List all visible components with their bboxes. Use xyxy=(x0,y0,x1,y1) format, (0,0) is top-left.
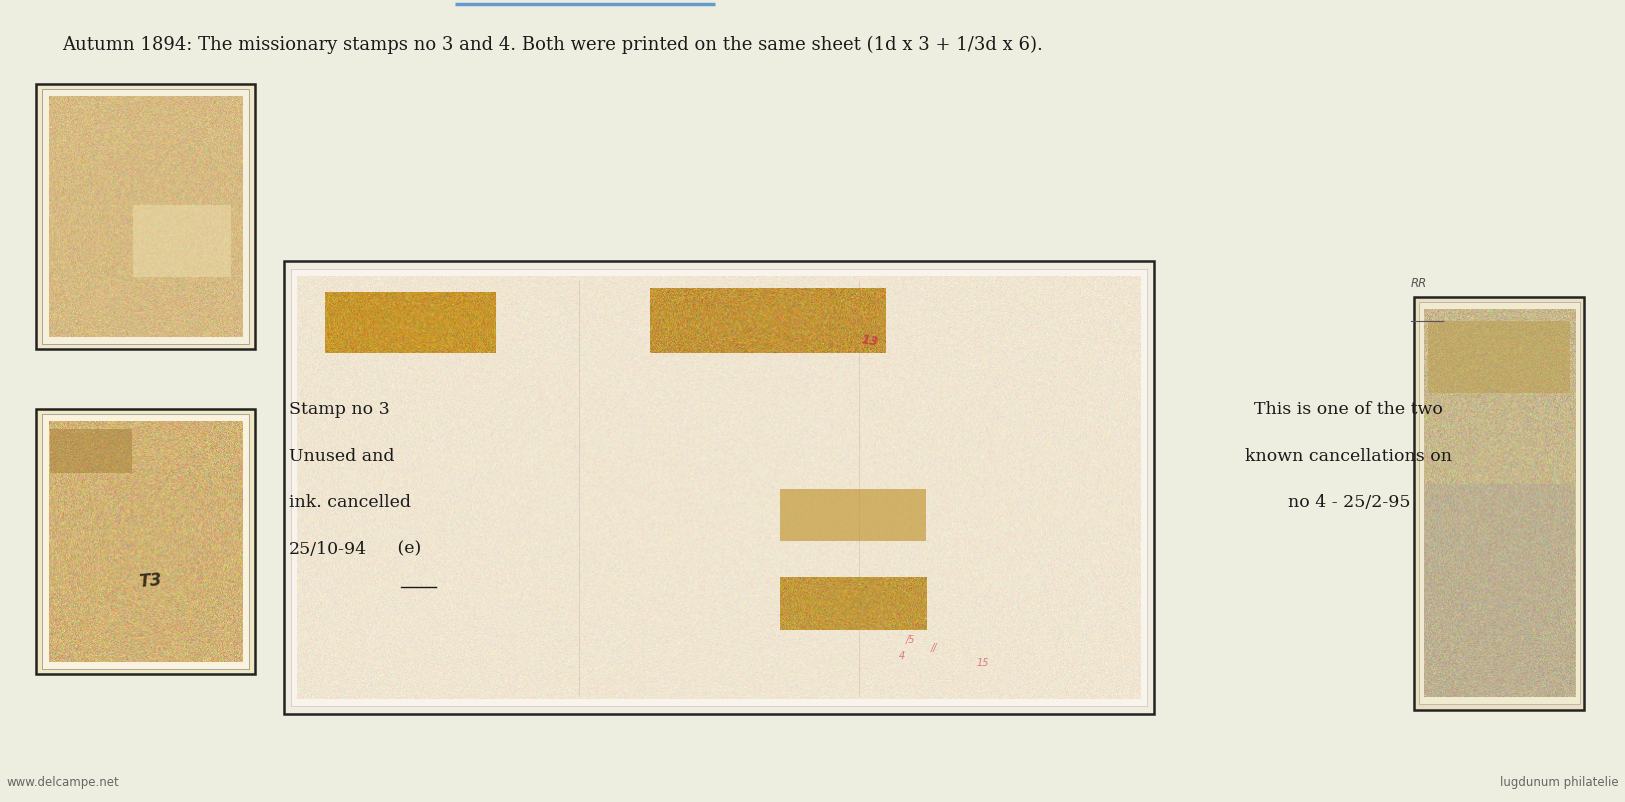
Text: ink. cancelled: ink. cancelled xyxy=(289,494,411,511)
Text: known cancellations on: known cancellations on xyxy=(1245,448,1453,464)
Bar xyxy=(36,409,255,674)
Bar xyxy=(50,429,132,473)
Bar xyxy=(325,293,496,353)
Bar xyxy=(42,414,249,669)
Text: Unused and: Unused and xyxy=(289,448,395,464)
Text: lugdunum philatelie: lugdunum philatelie xyxy=(1500,776,1618,789)
Bar xyxy=(1424,484,1575,697)
Bar xyxy=(650,289,886,353)
Text: 4: 4 xyxy=(899,651,905,661)
Bar xyxy=(1428,321,1570,393)
Text: www.delcampe.net: www.delcampe.net xyxy=(6,776,119,789)
Bar xyxy=(291,269,1147,706)
Text: Stamp no 3: Stamp no 3 xyxy=(289,401,390,418)
Text: This is one of the two: This is one of the two xyxy=(1254,401,1443,418)
Text: no 4 - 25/2-95: no 4 - 25/2-95 xyxy=(1287,494,1410,511)
Bar xyxy=(36,84,255,349)
Text: Autumn 1894: The missionary stamps no 3 and 4. Both were printed on the same she: Autumn 1894: The missionary stamps no 3 … xyxy=(62,36,1043,55)
Text: 25/10-94: 25/10-94 xyxy=(289,541,367,557)
Bar xyxy=(42,89,249,344)
Text: 13: 13 xyxy=(860,333,879,349)
Text: 15: 15 xyxy=(977,658,990,667)
Bar xyxy=(284,261,1154,714)
Bar xyxy=(1419,302,1580,704)
Bar xyxy=(780,489,926,541)
Text: T3: T3 xyxy=(138,571,162,591)
Bar xyxy=(133,205,231,277)
Text: (e): (e) xyxy=(392,541,421,557)
Bar xyxy=(1414,297,1584,710)
Text: /5: /5 xyxy=(905,635,915,646)
Text: //: // xyxy=(931,643,938,653)
Text: RR: RR xyxy=(1410,277,1427,290)
